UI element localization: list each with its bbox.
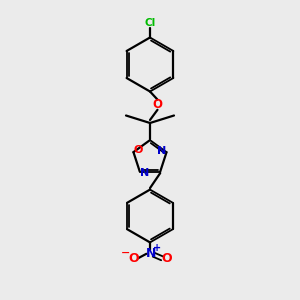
Text: N: N — [157, 146, 167, 156]
Text: O: O — [152, 98, 163, 111]
Text: +: + — [152, 243, 161, 254]
Text: −: − — [121, 248, 131, 258]
Text: N: N — [146, 247, 156, 260]
Text: O: O — [161, 252, 172, 265]
Text: O: O — [134, 145, 143, 155]
Text: Cl: Cl — [144, 18, 156, 28]
Text: N: N — [140, 168, 149, 178]
Text: O: O — [128, 252, 139, 265]
